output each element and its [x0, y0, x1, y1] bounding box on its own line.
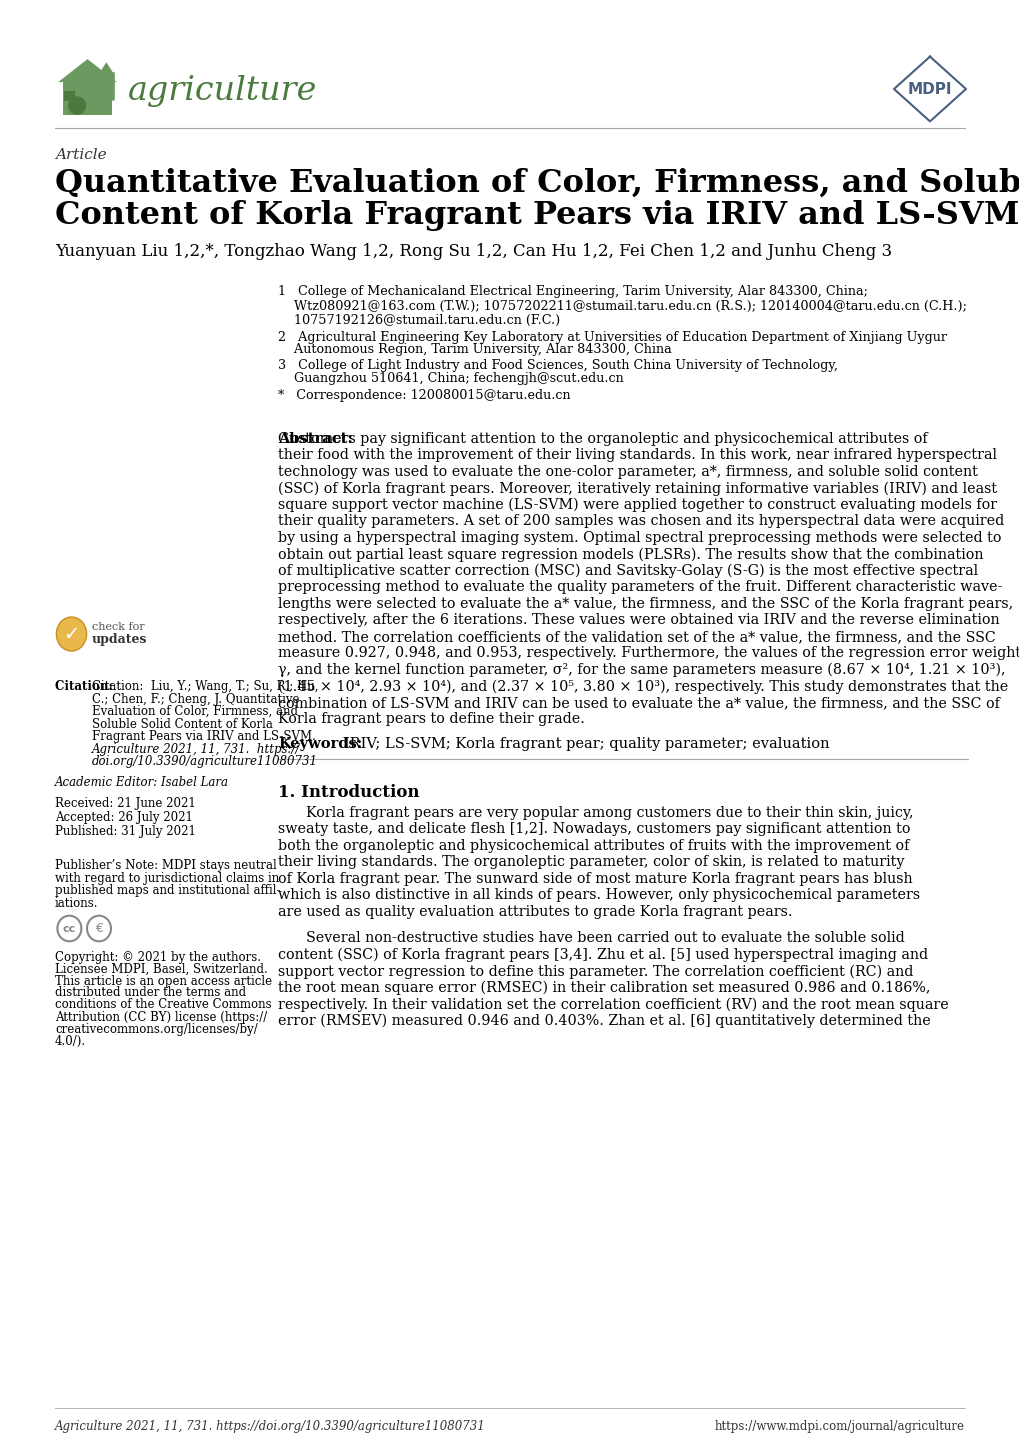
Text: with regard to jurisdictional claims in: with regard to jurisdictional claims in: [55, 872, 279, 885]
Text: respectively, after the 6 iterations. These values were obtained via IRIV and th: respectively, after the 6 iterations. Th…: [278, 613, 999, 627]
Text: Licensee MDPI, Basel, Switzerland.: Licensee MDPI, Basel, Switzerland.: [55, 962, 268, 975]
Text: IRIV; LS-SVM; Korla fragrant pear; quality parameter; evaluation: IRIV; LS-SVM; Korla fragrant pear; quali…: [343, 737, 828, 751]
Text: Guangzhou 510641, China; fechengjh@scut.edu.cn: Guangzhou 510641, China; fechengjh@scut.…: [278, 372, 624, 385]
Text: sweaty taste, and delicate flesh [1,2]. Nowadays, customers pay significant atte: sweaty taste, and delicate flesh [1,2]. …: [278, 822, 910, 836]
Text: preprocessing method to evaluate the quality parameters of the fruit. Different : preprocessing method to evaluate the qua…: [278, 581, 1002, 594]
Text: Citation:: Citation:: [55, 681, 117, 694]
Text: This article is an open access article: This article is an open access article: [55, 975, 272, 988]
Text: 1. Introduction: 1. Introduction: [278, 784, 419, 800]
Text: both the organoleptic and physicochemical attributes of fruits with the improvem: both the organoleptic and physicochemica…: [278, 839, 909, 854]
Text: agriculture: agriculture: [127, 75, 317, 107]
FancyBboxPatch shape: [98, 72, 115, 101]
Text: cc: cc: [63, 923, 76, 933]
Text: Abstract:: Abstract:: [278, 433, 353, 446]
Text: Copyright: © 2021 by the authors.: Copyright: © 2021 by the authors.: [55, 950, 261, 963]
Text: Agriculture 2021, 11, 731.  https://: Agriculture 2021, 11, 731. https://: [92, 743, 301, 756]
Text: their food with the improvement of their living standards. In this work, near in: their food with the improvement of their…: [278, 448, 996, 463]
Text: https://www.mdpi.com/journal/agriculture: https://www.mdpi.com/journal/agriculture: [714, 1420, 964, 1433]
Text: obtain out partial least square regression models (PLSRs). The results show that: obtain out partial least square regressi…: [278, 548, 982, 562]
Text: updates: updates: [92, 633, 148, 646]
Text: support vector regression to define this parameter. The correlation coefficient : support vector regression to define this…: [278, 965, 912, 979]
Text: Agriculture 2021, 11, 731. https://doi.org/10.3390/agriculture11080731: Agriculture 2021, 11, 731. https://doi.o…: [55, 1420, 485, 1433]
FancyBboxPatch shape: [63, 81, 112, 115]
Text: Received: 21 June 2021: Received: 21 June 2021: [55, 797, 196, 810]
FancyBboxPatch shape: [64, 91, 74, 101]
Text: Soluble Solid Content of Korla: Soluble Solid Content of Korla: [92, 718, 273, 731]
Text: respectively. In their validation set the correlation coefficient (RV) and the r: respectively. In their validation set th…: [278, 998, 948, 1012]
Text: γ, and the kernel function parameter, σ², for the same parameters measure (8.67 : γ, and the kernel function parameter, σ²…: [278, 663, 1005, 678]
Text: error (RMSEV) measured 0.946 and 0.403%. Zhan et al. [6] quantitatively determin: error (RMSEV) measured 0.946 and 0.403%.…: [278, 1014, 930, 1028]
Text: 4.0/).: 4.0/).: [55, 1034, 86, 1047]
Text: 2   Agricultural Engineering Key Laboratory at Universities of Education Departm: 2 Agricultural Engineering Key Laborator…: [278, 330, 946, 343]
Text: conditions of the Creative Commons: conditions of the Creative Commons: [55, 998, 271, 1011]
Text: square support vector machine (LS-SVM) were applied together to construct evalua: square support vector machine (LS-SVM) w…: [278, 497, 997, 512]
Text: Autonomous Region, Tarim University, Alar 843300, China: Autonomous Region, Tarim University, Ala…: [278, 343, 672, 356]
Text: 10757192126@stumail.taru.edu.cn (F.C.): 10757192126@stumail.taru.edu.cn (F.C.): [278, 314, 559, 327]
Text: by using a hyperspectral imaging system. Optimal spectral preprocessing methods : by using a hyperspectral imaging system.…: [278, 531, 1001, 545]
Text: Evaluation of Color, Firmness, and: Evaluation of Color, Firmness, and: [92, 705, 298, 718]
Text: of Korla fragrant pear. The sunward side of most mature Korla fragrant pears has: of Korla fragrant pear. The sunward side…: [278, 872, 912, 885]
Text: iations.: iations.: [55, 897, 99, 910]
Text: their quality parameters. A set of 200 samples was chosen and its hyperspectral : their quality parameters. A set of 200 s…: [278, 515, 1004, 529]
Text: Several non-destructive studies have been carried out to evaluate the soluble so: Several non-destructive studies have bee…: [306, 932, 904, 946]
Text: published maps and institutional affil-: published maps and institutional affil-: [55, 884, 280, 897]
Ellipse shape: [56, 617, 87, 650]
Text: Keywords:: Keywords:: [278, 737, 362, 751]
Text: Published: 31 July 2021: Published: 31 July 2021: [55, 825, 196, 838]
Text: of multiplicative scatter correction (MSC) and Savitsky-Golay (S-G) is the most : of multiplicative scatter correction (MS…: [278, 564, 977, 578]
Text: check for: check for: [92, 622, 145, 632]
Text: Citation:  Liu, Y.; Wang, T.; Su, R.; Hu,: Citation: Liu, Y.; Wang, T.; Su, R.; Hu,: [92, 681, 318, 694]
Text: Wtz080921@163.com (T.W.); 10757202211@stumail.taru.edu.cn (R.S.); 120140004@taru: Wtz080921@163.com (T.W.); 10757202211@st…: [278, 300, 966, 313]
Text: which is also distinctive in all kinds of pears. However, only physicochemical p: which is also distinctive in all kinds o…: [278, 888, 919, 903]
Text: creativecommons.org/licenses/by/: creativecommons.org/licenses/by/: [55, 1022, 258, 1035]
Text: Content of Korla Fragrant Pears via IRIV and LS-SVM: Content of Korla Fragrant Pears via IRIV…: [55, 200, 1018, 231]
Text: lengths were selected to evaluate the a* value, the firmness, and the SSC of the: lengths were selected to evaluate the a*…: [278, 597, 1012, 611]
Text: (1.45 × 10⁴, 2.93 × 10⁴), and (2.37 × 10⁵, 3.80 × 10³), respectively. This study: (1.45 × 10⁴, 2.93 × 10⁴), and (2.37 × 10…: [278, 679, 1007, 694]
Text: Customers pay significant attention to the organoleptic and physicochemical attr: Customers pay significant attention to t…: [278, 433, 926, 446]
Text: measure 0.927, 0.948, and 0.953, respectively. Furthermore, the values of the re: measure 0.927, 0.948, and 0.953, respect…: [278, 646, 1019, 660]
Text: Accepted: 26 July 2021: Accepted: 26 July 2021: [55, 812, 193, 825]
Text: *   Correspondence: 120080015@taru.edu.cn: * Correspondence: 120080015@taru.edu.cn: [278, 388, 570, 401]
Text: doi.org/10.3390/agriculture11080731: doi.org/10.3390/agriculture11080731: [92, 756, 318, 769]
Text: technology was used to evaluate the one-color parameter, a*, firmness, and solub: technology was used to evaluate the one-…: [278, 464, 977, 479]
Text: the root mean square error (RMSEC) in their calibration set measured 0.986 and 0: the root mean square error (RMSEC) in th…: [278, 981, 929, 995]
Text: method. The correlation coefficients of the validation set of the a* value, the : method. The correlation coefficients of …: [278, 630, 995, 645]
Polygon shape: [58, 59, 116, 82]
Text: Academic Editor: Isabel Lara: Academic Editor: Isabel Lara: [55, 776, 229, 789]
Text: Attribution (CC BY) license (https://: Attribution (CC BY) license (https://: [55, 1011, 267, 1024]
Text: (SSC) of Korla fragrant pears. Moreover, iteratively retaining informative varia: (SSC) of Korla fragrant pears. Moreover,…: [278, 482, 997, 496]
Text: Korla fragrant pears to define their grade.: Korla fragrant pears to define their gra…: [278, 712, 584, 727]
Polygon shape: [99, 62, 113, 74]
Text: Yuanyuan Liu 1,2,*, Tongzhao Wang 1,2, Rong Su 1,2, Can Hu 1,2, Fei Chen 1,2 and: Yuanyuan Liu 1,2,*, Tongzhao Wang 1,2, R…: [55, 244, 892, 260]
Text: C.; Chen, F.; Cheng, J. Quantitative: C.; Chen, F.; Cheng, J. Quantitative: [92, 692, 300, 705]
Text: €: €: [95, 921, 103, 934]
Ellipse shape: [68, 97, 87, 115]
Text: Article: Article: [55, 149, 107, 162]
Text: MDPI: MDPI: [907, 82, 952, 97]
Text: Publisher’s Note: MDPI stays neutral: Publisher’s Note: MDPI stays neutral: [55, 859, 276, 872]
Text: their living standards. The organoleptic parameter, color of skin, is related to: their living standards. The organoleptic…: [278, 855, 904, 870]
Text: 3   College of Light Industry and Food Sciences, South China University of Techn: 3 College of Light Industry and Food Sci…: [278, 359, 838, 372]
Text: Fragrant Pears via IRIV and LS-SVM.: Fragrant Pears via IRIV and LS-SVM.: [92, 730, 316, 743]
Text: ✓: ✓: [63, 624, 79, 643]
Text: combination of LS-SVM and IRIV can be used to evaluate the a* value, the firmnes: combination of LS-SVM and IRIV can be us…: [278, 696, 999, 709]
Text: 1   College of Mechanicaland Electrical Engineering, Tarim University, Alar 8433: 1 College of Mechanicaland Electrical En…: [278, 286, 867, 298]
Text: Korla fragrant pears are very popular among customers due to their thin skin, ju: Korla fragrant pears are very popular am…: [306, 806, 913, 820]
Text: content (SSC) of Korla fragrant pears [3,4]. Zhu et al. [5] used hyperspectral i: content (SSC) of Korla fragrant pears [3…: [278, 947, 927, 962]
Text: are used as quality evaluation attributes to grade Korla fragrant pears.: are used as quality evaluation attribute…: [278, 906, 792, 919]
Text: distributed under the terms and: distributed under the terms and: [55, 986, 246, 999]
Text: Quantitative Evaluation of Color, Firmness, and Soluble Solid: Quantitative Evaluation of Color, Firmne…: [55, 169, 1019, 199]
